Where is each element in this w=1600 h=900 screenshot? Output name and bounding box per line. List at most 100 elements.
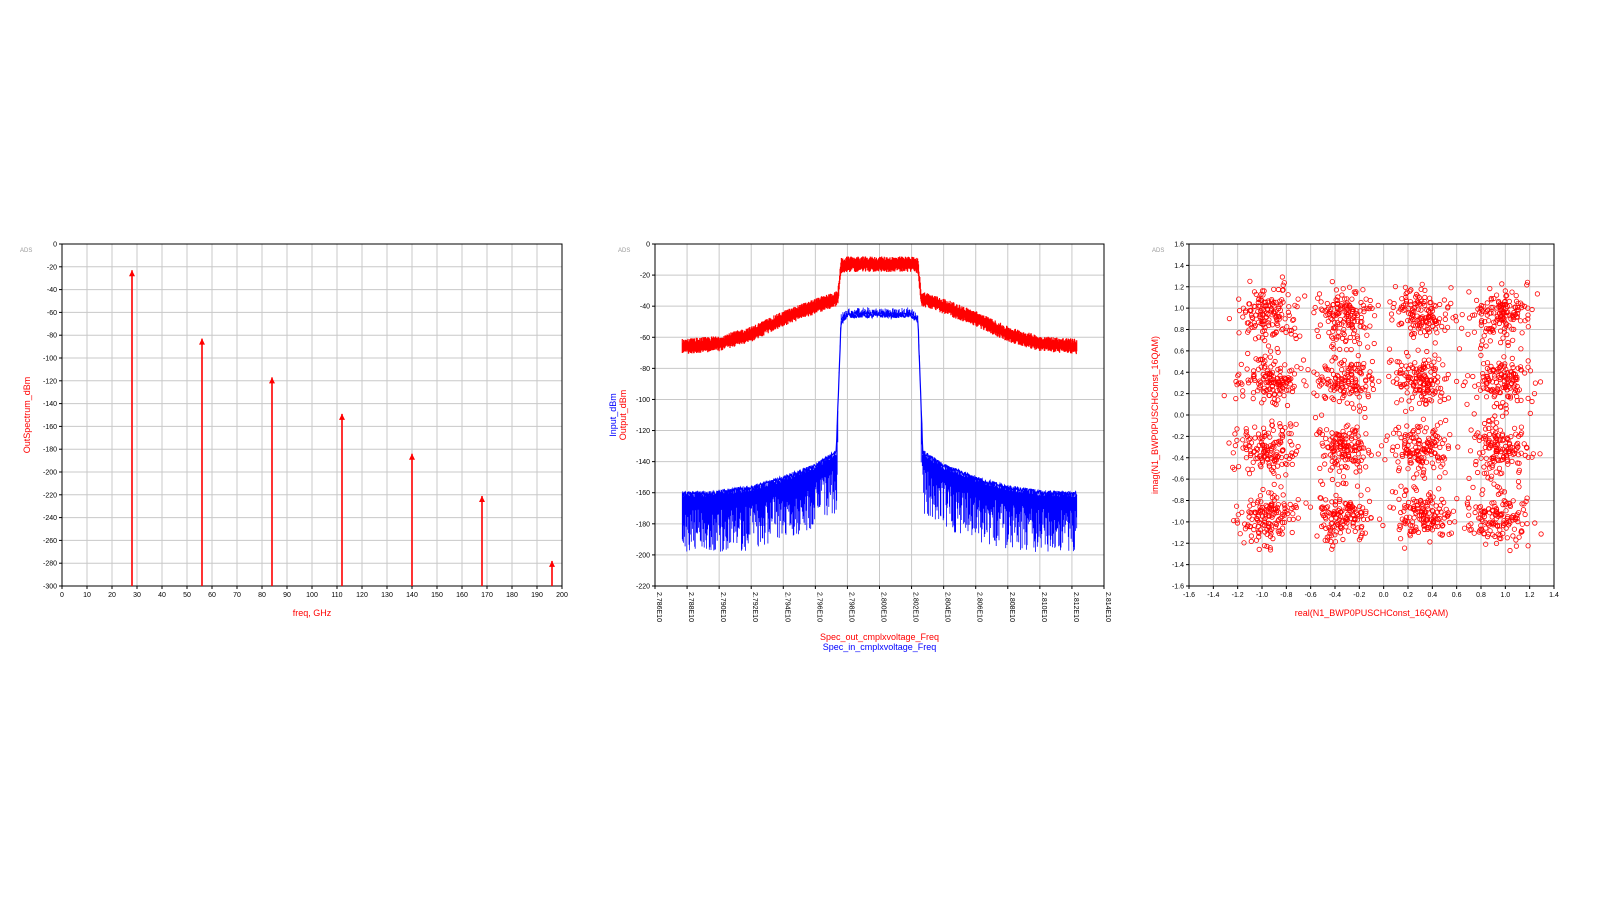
constellation-point <box>1459 311 1465 318</box>
constellation-point <box>1242 526 1249 532</box>
constellation-point <box>1289 450 1295 456</box>
constellation-point <box>1361 306 1367 312</box>
constellation-point <box>1386 346 1393 352</box>
constellation-point <box>1351 447 1358 453</box>
constellation-point <box>1480 487 1486 493</box>
constellation-point <box>1358 525 1364 531</box>
constellation-point <box>1407 457 1413 464</box>
constellation-point <box>1415 428 1421 435</box>
constellation-point <box>1505 339 1511 346</box>
constellation-point <box>1345 511 1351 517</box>
constellation-point <box>1427 539 1433 545</box>
constellation-point <box>1443 417 1449 423</box>
constellation-point <box>1417 516 1423 522</box>
constellation-point <box>1349 321 1355 328</box>
constellation-point <box>1512 425 1518 431</box>
constellation-point <box>1317 429 1323 436</box>
constellation-point <box>1344 307 1350 313</box>
y-tick-label: -160 <box>43 424 57 431</box>
constellation-point <box>1506 448 1513 454</box>
constellation-point <box>1329 458 1335 464</box>
constellation-point <box>1511 377 1517 383</box>
constellation-point <box>1343 515 1349 521</box>
constellation-point <box>1409 519 1416 525</box>
constellation-point <box>1364 332 1370 338</box>
constellation-point <box>1326 524 1332 531</box>
constellation-point <box>1527 368 1534 374</box>
constellation-point <box>1275 474 1281 480</box>
constellation-point <box>1355 335 1361 341</box>
constellation-point <box>1403 349 1410 356</box>
y-tick-label: -60 <box>640 335 650 342</box>
constellation-cluster <box>1465 279 1541 349</box>
constellation-point <box>1440 362 1446 368</box>
constellation-point <box>1262 365 1268 371</box>
constellation-point <box>1523 444 1530 450</box>
constellation-point <box>1414 423 1421 429</box>
constellation-cluster <box>1231 471 1301 553</box>
constellation-point <box>1365 487 1371 493</box>
constellation-point <box>1413 487 1420 493</box>
y-tick-label: -120 <box>636 428 650 435</box>
constellation-point <box>1430 518 1436 525</box>
constellation-point <box>1282 425 1288 431</box>
x-tick-label: 2.786E10 <box>655 592 662 622</box>
constellation-point <box>1487 368 1493 375</box>
constellation-point <box>1418 512 1425 518</box>
constellation-point <box>1272 439 1278 445</box>
constellation-point <box>1283 472 1289 478</box>
constellation-point <box>1260 360 1267 366</box>
y-axis-label: imag(N1_BWP0PUSCHConst_16QAM) <box>1150 336 1160 494</box>
constellation-point <box>1494 400 1500 407</box>
constellation-point <box>1351 315 1357 321</box>
constellation-point <box>1447 519 1453 526</box>
constellation-point <box>1329 430 1335 436</box>
constellation-point <box>1484 365 1491 372</box>
x-axis-label: real(N1_BWP0PUSCHConst_16QAM) <box>1295 608 1449 618</box>
constellation-point <box>1466 315 1473 321</box>
x-tick-label: 2.796E10 <box>815 592 822 622</box>
constellation-point <box>1481 464 1487 470</box>
constellation-point <box>1231 517 1237 524</box>
x-tick-label: 1.2 <box>1525 592 1535 599</box>
constellation-point <box>1398 509 1404 516</box>
constellation-point <box>1270 387 1276 393</box>
constellation-point <box>1499 432 1506 439</box>
x-tick-label: 2.792E10 <box>751 592 758 622</box>
constellation-point <box>1269 455 1275 461</box>
constellation-point <box>1348 436 1355 442</box>
constellation-point <box>1280 447 1286 453</box>
constellation-point <box>1493 379 1500 386</box>
constellation-point <box>1349 324 1355 330</box>
constellation-point <box>1289 461 1295 467</box>
constellation-point <box>1442 470 1448 476</box>
constellation-point <box>1356 451 1362 457</box>
constellation-point <box>1280 299 1286 305</box>
x-tick-label: 2.802E10 <box>912 592 919 622</box>
constellation-point <box>1511 326 1517 332</box>
constellation-point <box>1284 324 1290 330</box>
constellation-point <box>1478 345 1484 351</box>
constellation-cluster <box>1292 278 1381 353</box>
constellation-point <box>1438 393 1444 399</box>
constellation-point <box>1234 382 1240 388</box>
x-tick-label: 2.794E10 <box>783 592 790 622</box>
constellation-point <box>1486 445 1492 451</box>
constellation-point <box>1262 515 1268 522</box>
constellation-point <box>1492 375 1498 381</box>
constellation-point <box>1250 315 1256 321</box>
constellation-point <box>1511 309 1517 316</box>
constellation-point <box>1504 321 1510 327</box>
constellation-point <box>1355 361 1362 367</box>
constellation-point <box>1392 489 1399 495</box>
constellation-point <box>1418 497 1424 503</box>
constellation-point <box>1340 428 1346 434</box>
constellation-point <box>1437 398 1443 404</box>
constellation-point <box>1483 385 1489 391</box>
constellation-point <box>1489 455 1495 461</box>
constellation-point <box>1496 298 1502 305</box>
constellation-point <box>1483 525 1489 531</box>
constellation-point <box>1328 306 1334 312</box>
constellation-point <box>1425 506 1431 512</box>
constellation-point <box>1226 440 1232 446</box>
